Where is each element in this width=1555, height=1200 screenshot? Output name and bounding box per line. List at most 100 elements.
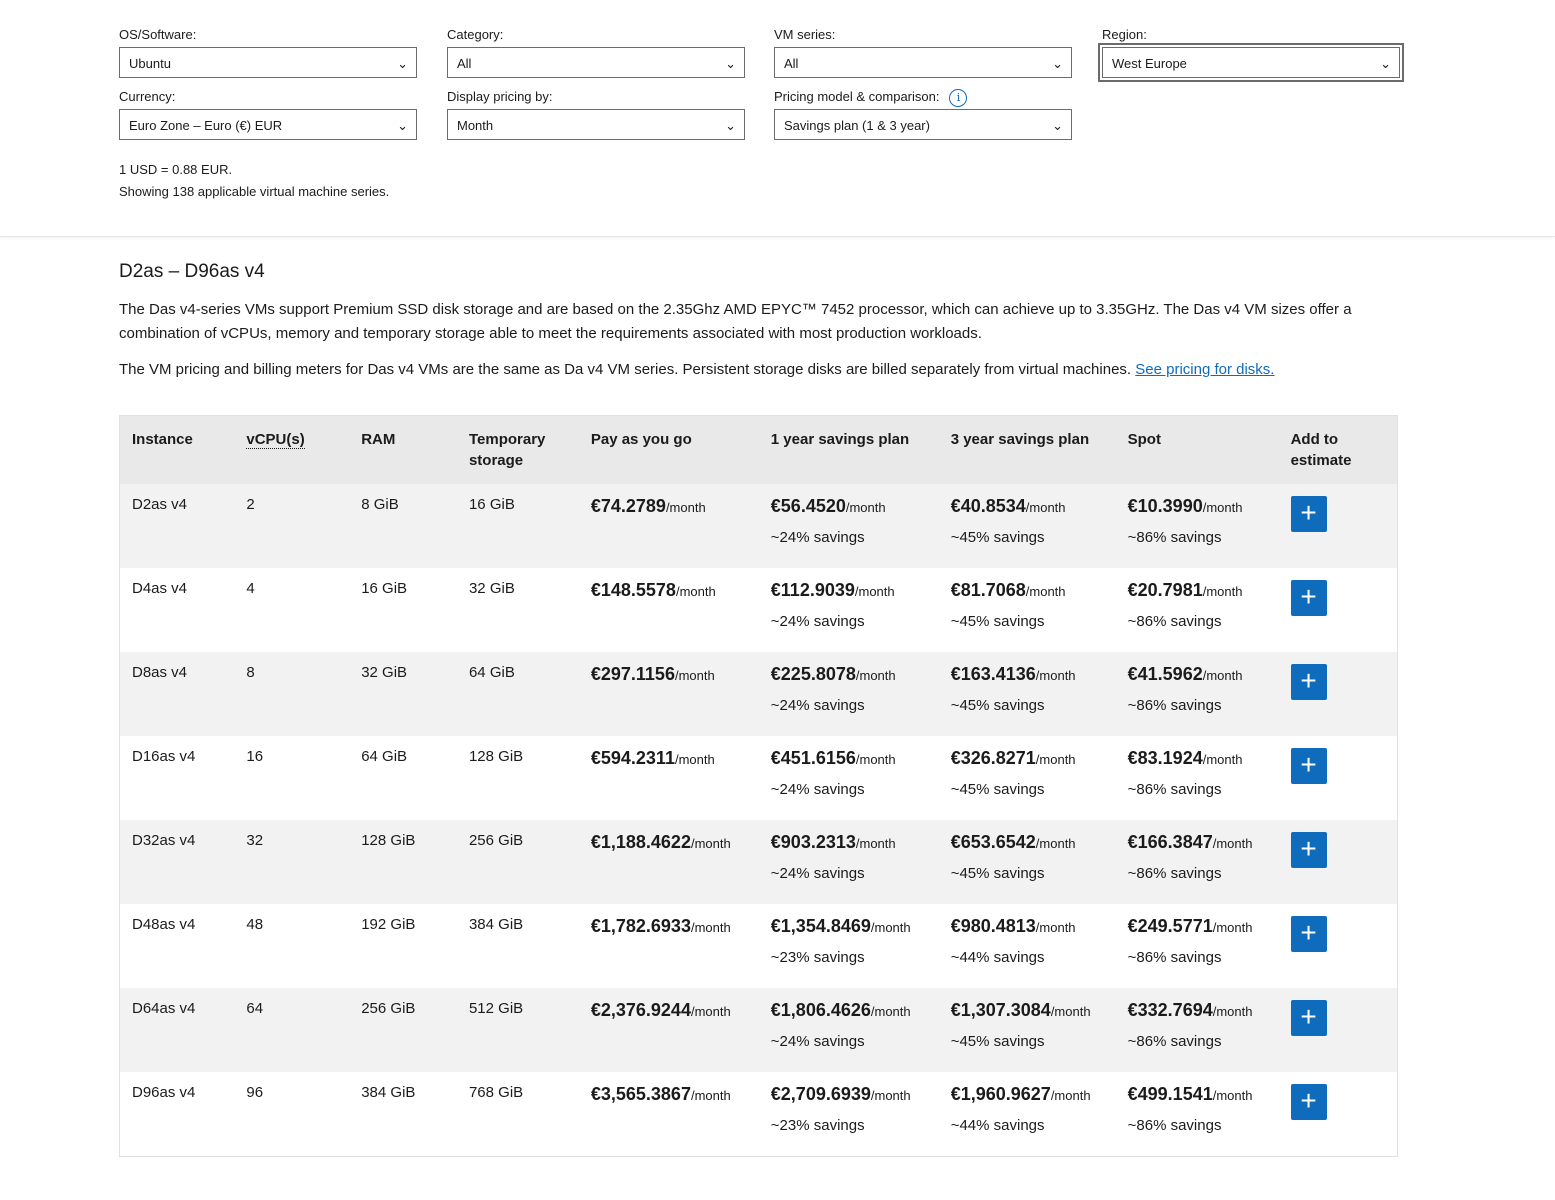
add-to-estimate-button[interactable]: + bbox=[1290, 664, 1327, 700]
vm-series-select[interactable]: All ⌄ bbox=[774, 47, 1072, 78]
per-month-label: /month bbox=[674, 752, 715, 767]
currency-filter-label: Currency: bbox=[119, 89, 176, 104]
chevron-down-icon: ⌄ bbox=[725, 56, 736, 71]
chevron-down-icon: ⌄ bbox=[1052, 118, 1063, 133]
per-month-label: /month bbox=[690, 836, 731, 851]
vcpu-cell: 64 bbox=[246, 1000, 264, 1017]
sp1-price-savings: ~24% savings bbox=[770, 529, 865, 546]
sp3-price-savings: ~45% savings bbox=[950, 1033, 1045, 1050]
add-to-estimate-button[interactable]: + bbox=[1290, 1000, 1327, 1036]
info-icon[interactable]: i bbox=[949, 88, 968, 107]
plus-icon: + bbox=[1300, 665, 1317, 696]
sp3-price-value: €1,960.9627 bbox=[950, 1084, 1051, 1104]
table-row: D2as v4 2 8 GiB 16 GiB €74.2789/month €56.452… bbox=[119, 484, 1398, 568]
per-month-label: /month bbox=[1212, 836, 1253, 851]
per-month-label: /month bbox=[1035, 920, 1076, 935]
table-row: D32as v4 32 128 GiB 256 GiB €1,188.4622/mont… bbox=[119, 820, 1398, 904]
category-filter-label: Category: bbox=[447, 27, 504, 42]
os-filter-label: OS/Software: bbox=[119, 27, 197, 42]
sp1-price-savings: ~24% savings bbox=[770, 613, 865, 630]
temp-storage-cell: 32 GiB bbox=[468, 580, 515, 597]
add-cell: + bbox=[1279, 652, 1398, 736]
instance-cell: D96as v4 bbox=[132, 1084, 196, 1101]
region-select[interactable]: West Europe ⌄ bbox=[1098, 43, 1404, 82]
region-filter: Region: West Europe ⌄ bbox=[1098, 26, 1404, 82]
spot-price-value: €249.5771 bbox=[1127, 916, 1213, 936]
currency-filter: Currency: Euro Zone – Euro (€) EUR ⌄ bbox=[119, 88, 417, 140]
payg-price: €3,565.3867/month bbox=[579, 1072, 759, 1157]
chevron-down-icon: ⌄ bbox=[397, 56, 408, 71]
sp1-price-savings: ~24% savings bbox=[770, 1033, 865, 1050]
disk-pricing-link[interactable]: See pricing for disks. bbox=[1135, 361, 1275, 378]
add-to-estimate-button[interactable]: + bbox=[1290, 748, 1327, 784]
ram-cell: 128 GiB bbox=[361, 832, 416, 849]
sp3-price-savings: ~45% savings bbox=[950, 781, 1045, 798]
sp3-price-value: €81.7068 bbox=[950, 580, 1026, 600]
currency-select[interactable]: Euro Zone – Euro (€) EUR ⌄ bbox=[119, 109, 417, 140]
category-select-value: All bbox=[457, 56, 472, 71]
temp-storage-cell: 16 GiB bbox=[468, 496, 515, 513]
sp3-price-savings: ~45% savings bbox=[950, 529, 1045, 546]
payg-price: €74.2789/month bbox=[579, 484, 759, 568]
per-month-label: /month bbox=[1202, 500, 1243, 515]
spot-price-value: €499.1541 bbox=[1127, 1084, 1213, 1104]
sp1-price-savings: ~23% savings bbox=[770, 1117, 865, 1134]
add-to-estimate-button[interactable]: + bbox=[1290, 832, 1327, 868]
sp1-price-savings: ~24% savings bbox=[770, 865, 865, 882]
pricing-model-select[interactable]: Savings plan (1 & 3 year) ⌄ bbox=[774, 109, 1072, 140]
spot-price-savings: ~86% savings bbox=[1127, 613, 1222, 630]
pricing-model-label-text: Pricing model & comparison: bbox=[774, 89, 940, 104]
os-select-value: Ubuntu bbox=[129, 56, 171, 71]
vm-series-select-value: All bbox=[784, 56, 799, 71]
add-to-estimate-button[interactable]: + bbox=[1290, 1084, 1327, 1120]
os-select[interactable]: Ubuntu ⌄ bbox=[119, 47, 417, 78]
category-select[interactable]: All ⌄ bbox=[447, 47, 745, 78]
sp3-price-value: €980.4813 bbox=[950, 916, 1036, 936]
per-month-label: /month bbox=[1202, 584, 1243, 599]
sp3-price-value: €163.4136 bbox=[950, 664, 1036, 684]
temp-storage-cell: 512 GiB bbox=[468, 1000, 524, 1017]
payg-price-value: €2,376.9244 bbox=[590, 1000, 691, 1020]
chevron-down-icon: ⌄ bbox=[1052, 56, 1063, 71]
plus-icon: + bbox=[1300, 917, 1317, 948]
sp1-price-value: €903.2313 bbox=[770, 832, 856, 852]
add-to-estimate-button[interactable]: + bbox=[1290, 580, 1327, 616]
vcpu-cell: 96 bbox=[246, 1084, 264, 1101]
exchange-rate-note: 1 USD = 0.88 EUR. bbox=[119, 162, 233, 177]
instance-cell: D48as v4 bbox=[132, 916, 196, 933]
spot-price-savings: ~86% savings bbox=[1127, 1033, 1222, 1050]
per-month-label: /month bbox=[1035, 752, 1076, 767]
spot-price: €20.7981/month ~86% savings bbox=[1116, 568, 1279, 652]
chevron-down-icon: ⌄ bbox=[725, 118, 736, 133]
sp3-price-savings: ~45% savings bbox=[950, 697, 1045, 714]
sp3-price: €81.7068/month ~45% savings bbox=[939, 568, 1116, 652]
per-month-label: /month bbox=[675, 584, 716, 599]
display-by-filter-label: Display pricing by: bbox=[447, 89, 553, 104]
spot-price-savings: ~86% savings bbox=[1127, 949, 1222, 966]
section-description: The Das v4-series VMs support Premium SS… bbox=[119, 301, 1352, 342]
sp3-price-value: €653.6542 bbox=[950, 832, 1036, 852]
sp1-price-savings: ~24% savings bbox=[770, 697, 865, 714]
per-month-label: /month bbox=[1025, 500, 1066, 515]
add-to-estimate-button[interactable]: + bbox=[1290, 496, 1327, 532]
per-month-label: /month bbox=[854, 584, 895, 599]
instance-cell: D32as v4 bbox=[132, 832, 196, 849]
temp-storage-cell: 256 GiB bbox=[468, 832, 524, 849]
sp1-price: €2,709.6939/month ~23% savings bbox=[759, 1072, 939, 1157]
temp-storage-cell: 64 GiB bbox=[468, 664, 515, 681]
sp1-price: €112.9039/month ~24% savings bbox=[759, 568, 939, 652]
vcpu-cell: 32 bbox=[246, 832, 264, 849]
payg-price-value: €1,188.4622 bbox=[590, 832, 691, 852]
sp3-price-savings: ~44% savings bbox=[950, 1117, 1045, 1134]
payg-price-value: €594.2311 bbox=[590, 748, 675, 768]
spot-price-savings: ~86% savings bbox=[1127, 1117, 1222, 1134]
payg-price: €1,782.6933/month bbox=[579, 904, 759, 988]
header-instance: Instance bbox=[132, 431, 193, 448]
add-to-estimate-button[interactable]: + bbox=[1290, 916, 1327, 952]
vm-series-filter: VM series: All ⌄ bbox=[774, 26, 1072, 78]
per-month-label: /month bbox=[690, 920, 731, 935]
sp1-price-savings: ~24% savings bbox=[770, 781, 865, 798]
per-month-label: /month bbox=[1202, 668, 1243, 683]
sp3-price: €326.8271/month ~45% savings bbox=[939, 736, 1116, 820]
display-by-select[interactable]: Month ⌄ bbox=[447, 109, 745, 140]
